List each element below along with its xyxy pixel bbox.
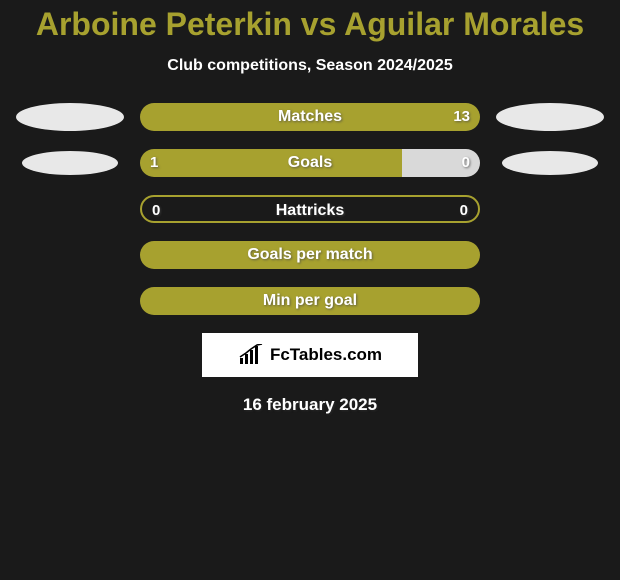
stat-row: Hattricks0 0: [0, 195, 620, 223]
player-ellipse-icon: [502, 151, 598, 175]
stat-label: Goals per match: [140, 241, 480, 269]
stat-bar: Goals1 0: [140, 149, 480, 177]
fctables-logo: FcTables.com: [202, 333, 418, 377]
bar-chart-icon: [238, 344, 264, 366]
stat-label: Hattricks: [142, 197, 478, 223]
player-right-marker: [490, 103, 610, 131]
player-ellipse-icon: [16, 103, 124, 131]
stat-value-right: 0: [462, 149, 470, 177]
stat-row: Goals per match: [0, 241, 620, 269]
player-left-marker: [10, 103, 130, 131]
logo-text: FcTables.com: [270, 345, 382, 365]
stat-bar: Matches13: [140, 103, 480, 131]
stat-value-right: 13: [453, 103, 470, 131]
stat-bar: Hattricks0 0: [140, 195, 480, 223]
season-subtitle: Club competitions, Season 2024/2025: [167, 57, 452, 75]
snapshot-date: 16 february 2025: [243, 395, 377, 415]
stat-row: Matches13: [0, 103, 620, 131]
stat-value-left: 1: [150, 149, 158, 177]
stat-bar: Goals per match: [140, 241, 480, 269]
stat-label: Min per goal: [140, 287, 480, 315]
player-ellipse-icon: [496, 103, 604, 131]
stat-value-left: 0: [152, 197, 160, 223]
stat-row: Min per goal: [0, 287, 620, 315]
stat-value-right: 0: [460, 197, 468, 223]
stat-row: Goals1 0: [0, 149, 620, 177]
stat-rows: Matches13Goals10Hattricks00Goals per mat…: [0, 103, 620, 315]
player-ellipse-icon: [22, 151, 118, 175]
stat-bar: Min per goal: [140, 287, 480, 315]
player-left-marker: [10, 151, 130, 175]
player-right-marker: [490, 151, 610, 175]
stat-label: Goals: [140, 149, 480, 177]
comparison-title: Arboine Peterkin vs Aguilar Morales: [36, 6, 584, 43]
stat-label: Matches: [140, 103, 480, 131]
